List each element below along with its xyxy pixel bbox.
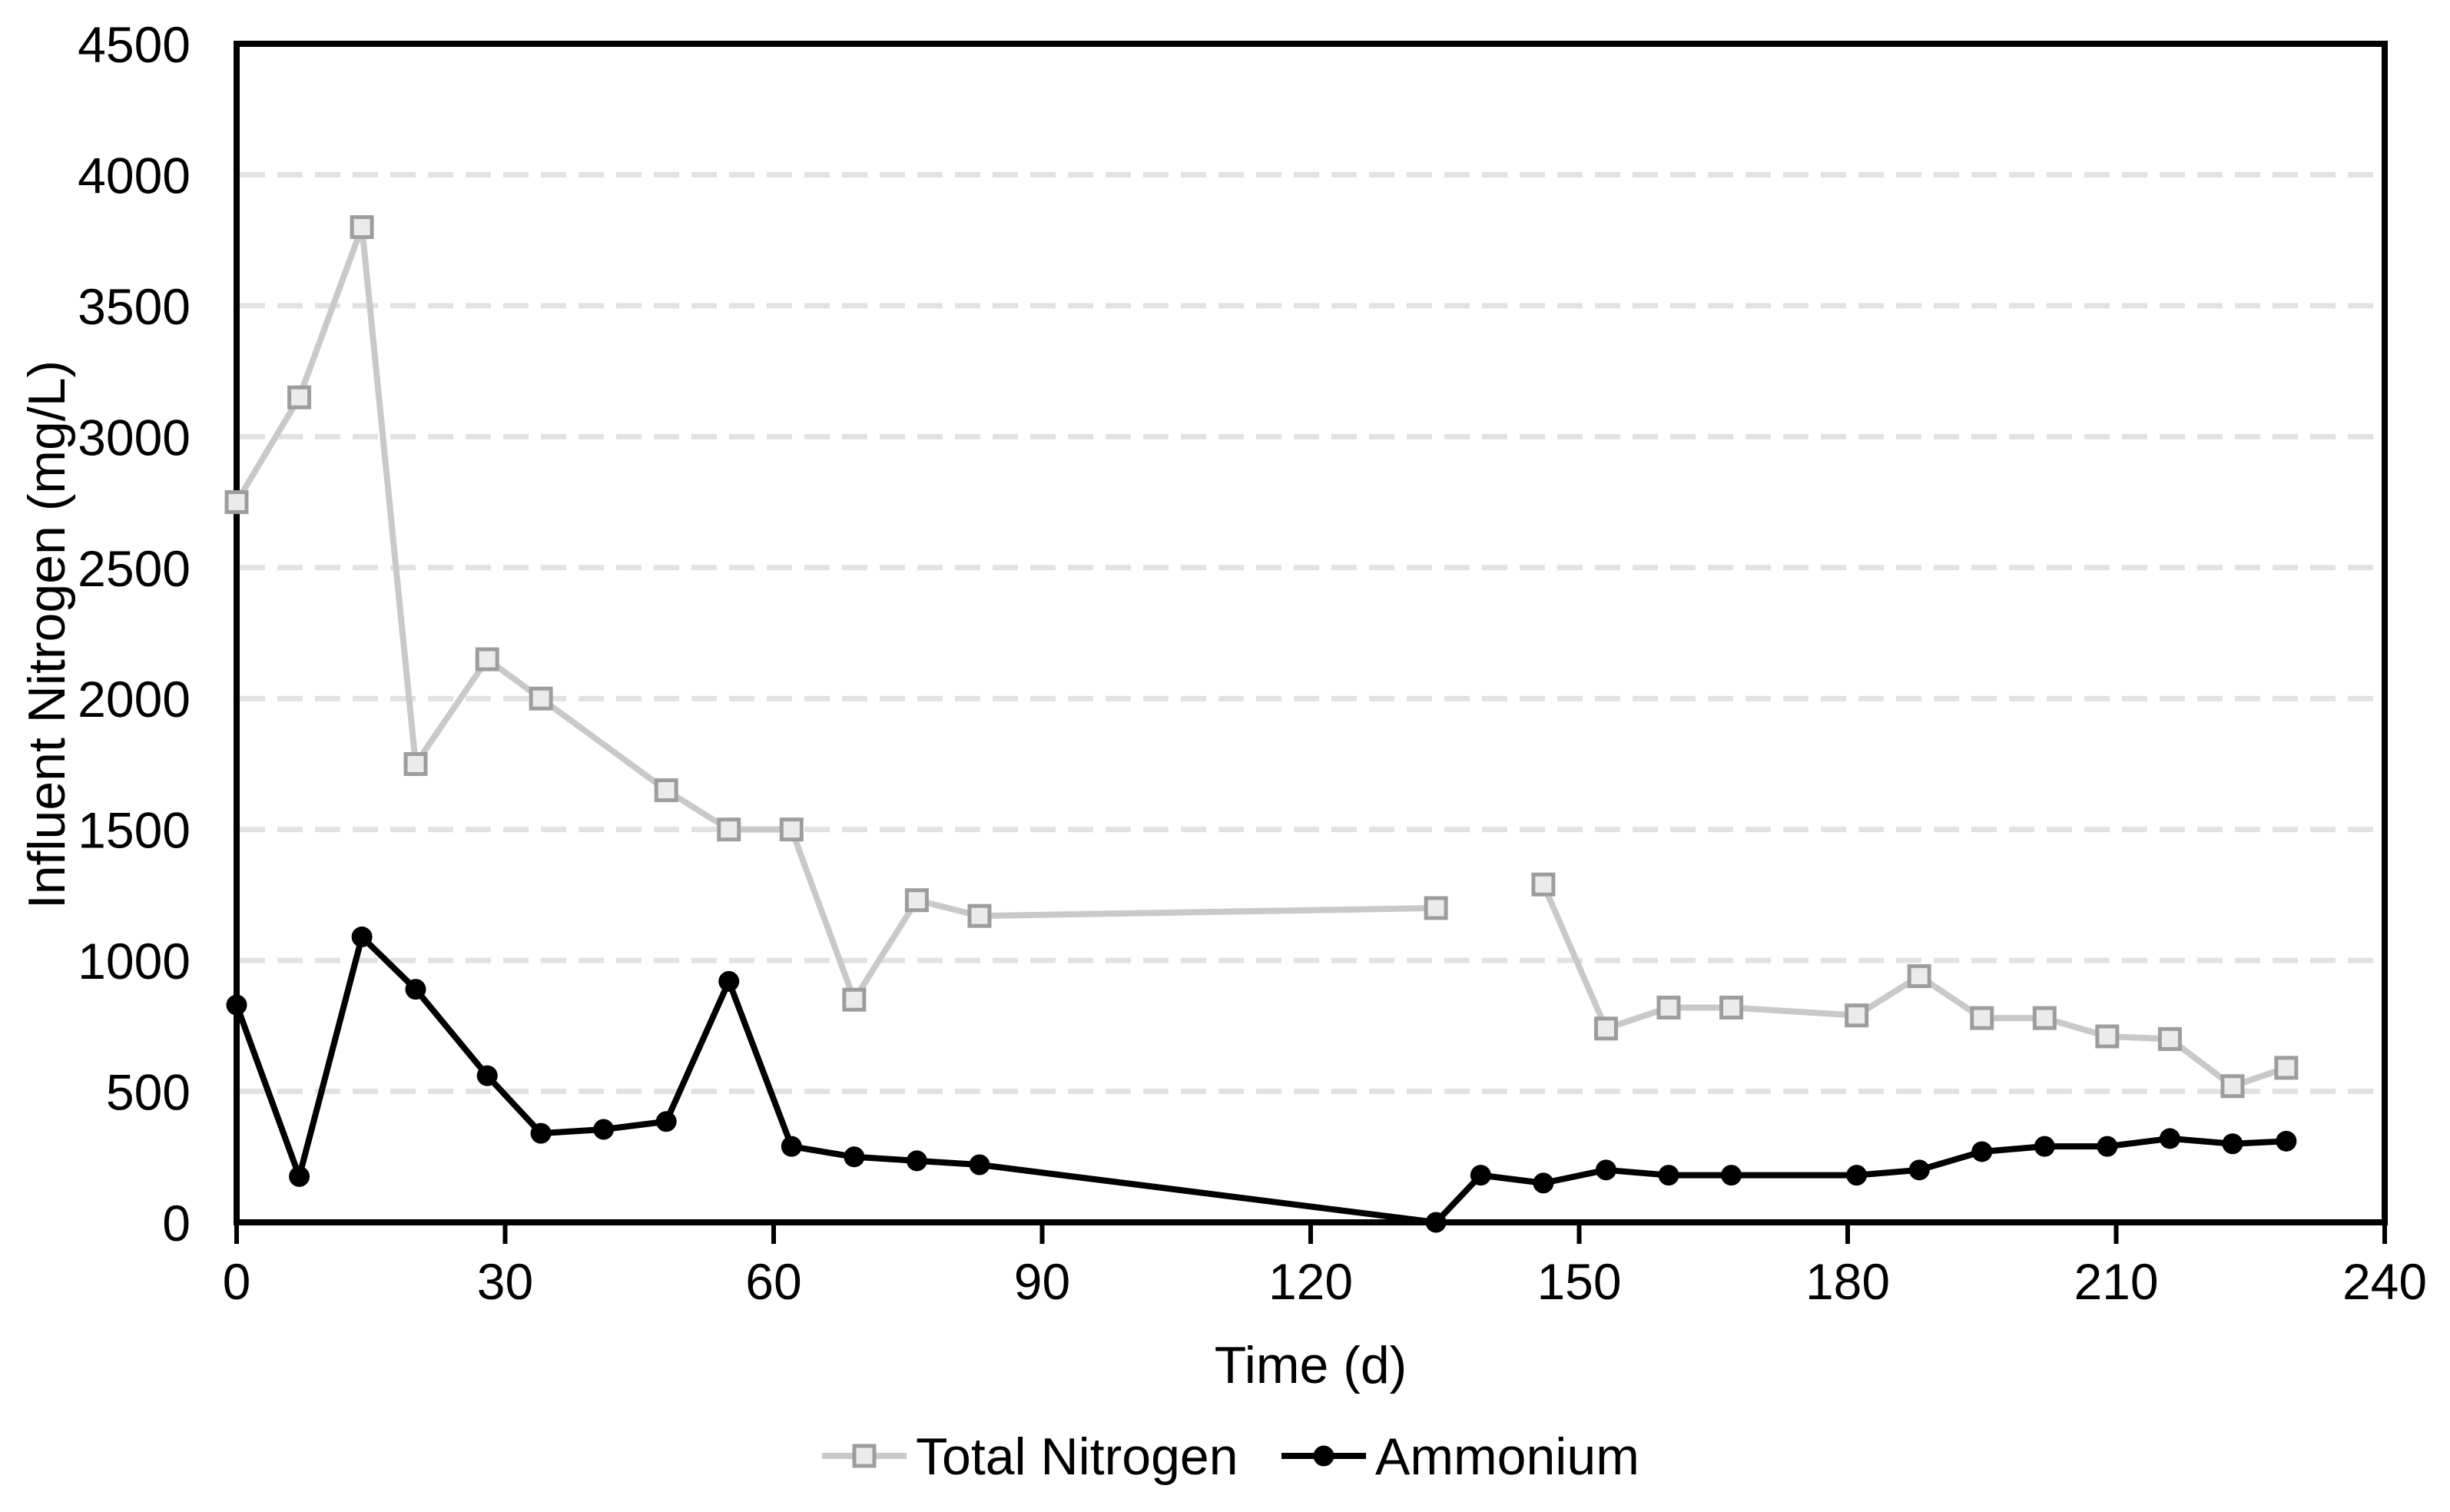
plot-frame-group xyxy=(234,41,2388,1225)
total-nitrogen-data-point-marker xyxy=(2095,1024,2120,1049)
total-nitrogen-data-point-marker xyxy=(529,686,553,711)
total-nitrogen-line xyxy=(234,224,1437,1003)
series-markers-group xyxy=(224,215,2299,1233)
y-tick-label: 4500 xyxy=(78,16,191,73)
y-tick-label: 500 xyxy=(106,1064,191,1121)
total-nitrogen-data-point-marker xyxy=(842,987,867,1012)
x-axis-ticks-group xyxy=(234,1225,2387,1244)
ammonium-data-point-marker xyxy=(226,994,247,1016)
ammonium-data-point-marker xyxy=(969,1154,990,1175)
x-tick-label: 150 xyxy=(1537,1253,1621,1310)
ammonium-data-point-marker xyxy=(2222,1133,2243,1155)
ammonium-data-point-marker xyxy=(476,1065,498,1086)
total-nitrogen-data-point-marker xyxy=(1719,995,1744,1020)
ammonium-line xyxy=(234,933,2287,1225)
y-tick-label: 2500 xyxy=(78,540,191,597)
total-nitrogen-data-point-marker xyxy=(287,385,312,410)
ammonium-data-point-marker xyxy=(844,1146,865,1168)
y-tick-label: 2000 xyxy=(78,671,191,728)
series-lines-group xyxy=(234,224,2288,1225)
total-nitrogen-data-point-marker xyxy=(1907,964,1931,989)
x-axis-title: Time (d) xyxy=(1215,1336,1407,1394)
total-nitrogen-data-point-marker xyxy=(779,817,804,842)
ammonium-data-point-marker xyxy=(1533,1172,1554,1194)
y-tick-label: 0 xyxy=(162,1195,191,1252)
x-tick-label: 210 xyxy=(2074,1253,2158,1310)
ammonium-data-point-marker xyxy=(530,1122,552,1144)
ammonium-data-point-marker xyxy=(2034,1136,2055,1157)
total-nitrogen-data-point-marker xyxy=(2032,1006,2057,1030)
ammonium-data-point-marker xyxy=(1595,1159,1616,1181)
ammonium-data-point-marker xyxy=(593,1119,615,1140)
legend-label-ammonium: Ammonium xyxy=(1375,1427,1639,1486)
x-tick-label: 0 xyxy=(223,1253,251,1310)
ammonium-data-point-marker xyxy=(1721,1165,1742,1186)
x-tick-label: 240 xyxy=(2342,1253,2427,1310)
total-nitrogen-data-point-marker xyxy=(224,490,249,515)
total-nitrogen-data-point-marker xyxy=(403,751,428,776)
ammonium-data-point-marker xyxy=(351,926,373,947)
ammonium-data-point-marker xyxy=(1846,1165,1868,1186)
total-nitrogen-data-point-marker xyxy=(1593,1016,1618,1041)
total-nitrogen-legend-marker xyxy=(852,1444,877,1468)
total-nitrogen-data-point-marker xyxy=(1424,896,1448,920)
ammonium-data-point-marker xyxy=(718,970,740,992)
total-nitrogen-data-point-marker xyxy=(904,888,929,913)
total-nitrogen-data-point-marker xyxy=(1531,872,1556,897)
ammonium-data-point-marker xyxy=(2097,1136,2118,1157)
y-tick-label: 3000 xyxy=(78,409,191,466)
ammonium-data-point-marker xyxy=(405,979,426,1000)
ammonium-data-point-marker xyxy=(906,1150,927,1172)
ammonium-data-point-marker xyxy=(1425,1212,1447,1233)
total-nitrogen-data-point-marker xyxy=(654,778,678,803)
ammonium-data-point-marker xyxy=(1470,1165,1491,1186)
x-tick-label: 90 xyxy=(1014,1253,1070,1310)
ammonium-data-point-marker xyxy=(2276,1130,2297,1152)
total-nitrogen-data-point-marker xyxy=(350,215,374,240)
ammonium-data-point-marker xyxy=(1658,1165,1679,1186)
legend: Total Nitrogen Ammonium xyxy=(822,1427,1639,1486)
x-tick-label: 30 xyxy=(477,1253,533,1310)
tick-labels-group: 0 30 60 90 120 150 180 210 240 0 500 1000 1500 2000 25… xyxy=(78,16,2427,1310)
total-nitrogen-data-point-marker xyxy=(2274,1056,2299,1080)
total-nitrogen-data-point-marker xyxy=(1970,1006,1994,1030)
ammonium-data-point-marker xyxy=(781,1136,802,1157)
legend-label-total-nitrogen: Total Nitrogen xyxy=(916,1427,1238,1486)
y-tick-label: 3500 xyxy=(78,278,191,335)
ammonium-data-point-marker xyxy=(1971,1141,1993,1162)
x-tick-label: 180 xyxy=(1805,1253,1890,1310)
ammonium-legend-marker xyxy=(1313,1445,1334,1467)
ammonium-data-point-marker xyxy=(2159,1128,2180,1149)
gridlines-group xyxy=(240,171,2385,1095)
total-nitrogen-data-point-marker xyxy=(475,647,499,671)
y-axis-title: Influent Nitrogen (mg/L) xyxy=(18,360,76,909)
y-tick-label: 4000 xyxy=(78,147,191,204)
x-tick-label: 120 xyxy=(1268,1253,1353,1310)
total-nitrogen-data-point-marker xyxy=(967,904,992,928)
legend-glyphs-group xyxy=(822,1444,1366,1468)
ammonium-data-point-marker xyxy=(655,1111,677,1132)
total-nitrogen-data-point-marker xyxy=(1656,995,1681,1020)
y-tick-label: 1500 xyxy=(78,802,191,859)
ammonium-data-point-marker xyxy=(1908,1159,1930,1181)
total-nitrogen-data-point-marker xyxy=(2220,1074,2245,1099)
ammonium-data-point-marker xyxy=(289,1166,310,1187)
total-nitrogen-data-point-marker xyxy=(717,817,741,842)
x-tick-label: 60 xyxy=(745,1253,801,1310)
total-nitrogen-data-point-marker xyxy=(2157,1026,2182,1051)
plot-frame xyxy=(234,41,2388,1225)
total-nitrogen-data-point-marker xyxy=(1845,1003,1869,1028)
y-tick-label: 1000 xyxy=(78,933,191,990)
